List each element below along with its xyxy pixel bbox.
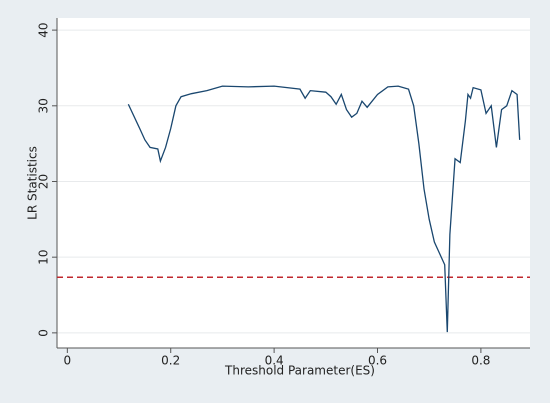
y-tick-label: 10 — [37, 250, 51, 265]
y-tick-label: 40 — [37, 22, 51, 37]
plot-area — [57, 18, 530, 348]
y-tick-label: 30 — [37, 98, 51, 113]
x-tick-label: 0.8 — [471, 354, 490, 368]
x-tick-label: 0.6 — [368, 354, 387, 368]
y-tick-label: 20 — [37, 174, 51, 189]
y-axis-label: LR Statistics — [26, 146, 40, 220]
x-tick-label: 0.4 — [265, 354, 284, 368]
line-series — [127, 85, 521, 333]
x-tick-label: 0 — [64, 354, 72, 368]
x-tick-label: 0.2 — [161, 354, 180, 368]
y-tick-label: 0 — [37, 329, 51, 337]
x-axis-label: Threshold Parameter(ES) — [224, 364, 375, 378]
